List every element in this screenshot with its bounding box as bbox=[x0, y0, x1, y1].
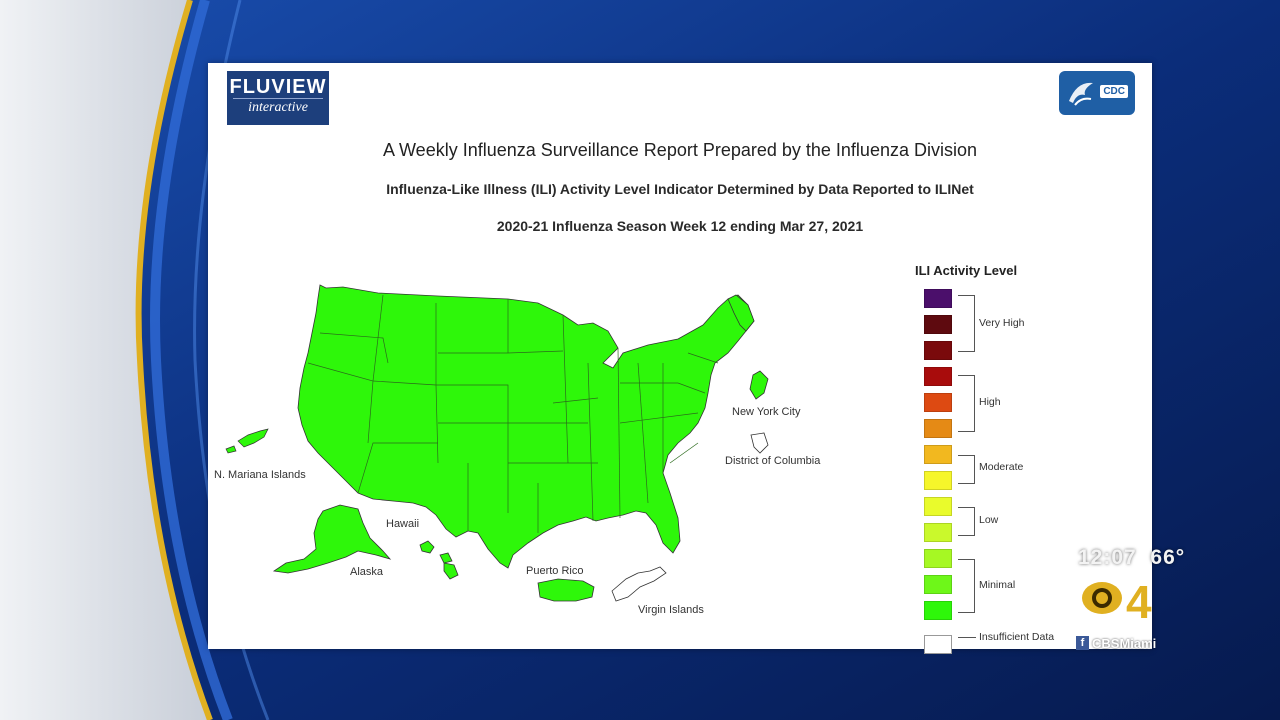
facebook-icon: f bbox=[1076, 636, 1089, 650]
mariana-islet-shape[interactable] bbox=[225, 445, 237, 454]
legend-swatch-level-6 bbox=[924, 471, 952, 490]
legend-moderate: Moderate bbox=[979, 461, 1024, 473]
cdc-logo: CDC bbox=[1059, 71, 1135, 115]
report-week: 2020-21 Influenza Season Week 12 ending … bbox=[496, 218, 864, 234]
legend-low: Low bbox=[979, 514, 999, 526]
hhs-eagle-icon bbox=[1069, 82, 1093, 106]
legend-swatch-level-3 bbox=[924, 549, 952, 568]
fluview-logo-line1: FLUVIEW bbox=[229, 76, 327, 98]
virgin-islands-shape[interactable] bbox=[611, 566, 667, 602]
dc-label: District of Columbia bbox=[725, 455, 821, 467]
station-time: 12:07 bbox=[1078, 546, 1137, 569]
legend-swatch-level-13 bbox=[924, 289, 952, 308]
legend-swatch-level-1 bbox=[924, 601, 952, 620]
channel-number: 4 bbox=[1126, 576, 1152, 628]
alaska-shape[interactable] bbox=[272, 504, 392, 574]
fluview-logo: FLUVIEW interactive bbox=[227, 71, 329, 125]
report-card: FLUVIEW interactive CDC A Weekly Influen… bbox=[208, 63, 1152, 654]
station-handle: CBSMiami bbox=[1092, 636, 1157, 651]
legend-swatch-level-11 bbox=[924, 341, 952, 360]
cdc-logo-text: CDC bbox=[1100, 85, 1128, 98]
legend-swatch-level-2 bbox=[924, 575, 952, 594]
bracket-moderate bbox=[958, 455, 975, 484]
puerto-rico-shape[interactable] bbox=[537, 578, 595, 602]
legend-swatch-level-0 bbox=[924, 635, 952, 654]
report-title: A Weekly Influenza Surveillance Report P… bbox=[383, 140, 977, 160]
cbs-eye-logo: 4 bbox=[1082, 576, 1152, 628]
bracket-very-high bbox=[958, 295, 975, 352]
bracket-low bbox=[958, 507, 975, 536]
us-mainland-shape bbox=[297, 284, 755, 569]
legend-swatch-level-10 bbox=[924, 367, 952, 386]
alaska-label: Alaska bbox=[350, 566, 384, 578]
report-subtitle: Influenza-Like Illness (ILI) Activity Le… bbox=[386, 181, 974, 197]
legend-insufficient: Insufficient Data bbox=[979, 631, 1055, 643]
mariana-shape[interactable] bbox=[237, 428, 269, 448]
legend-minimal: Minimal bbox=[979, 579, 1016, 591]
hawaii-shape[interactable] bbox=[419, 540, 459, 580]
legend-swatch-level-5 bbox=[924, 497, 952, 516]
legend-high: High bbox=[979, 396, 1001, 408]
hawaii-label: Hawaii bbox=[386, 518, 420, 530]
virgin-islands-label: Virgin Islands bbox=[638, 604, 704, 616]
contiguous-us[interactable] bbox=[297, 284, 755, 569]
station-temp: 66° bbox=[1150, 546, 1186, 569]
puerto-rico-label: Puerto Rico bbox=[526, 565, 584, 577]
mariana-label: N. Mariana Islands bbox=[214, 469, 306, 481]
dc-shape[interactable] bbox=[750, 432, 769, 454]
bracket-minimal bbox=[958, 559, 975, 613]
legend-swatch-level-8 bbox=[924, 419, 952, 438]
legend-swatch-level-7 bbox=[924, 445, 952, 464]
maine-shape[interactable] bbox=[727, 294, 755, 332]
legend-swatch-level-12 bbox=[924, 315, 952, 334]
nyc-shape[interactable] bbox=[749, 370, 769, 400]
legend-swatch-level-9 bbox=[924, 393, 952, 412]
insufficient-tick bbox=[958, 637, 976, 638]
legend-swatch-level-4 bbox=[924, 523, 952, 542]
nyc-label: New York City bbox=[732, 406, 801, 418]
fluview-logo-line2: interactive bbox=[233, 98, 323, 117]
legend-very-high: Very High bbox=[979, 317, 1025, 329]
station-time-temp: 12:07 66° bbox=[1078, 546, 1185, 570]
bracket-high bbox=[958, 375, 975, 432]
legend-title: ILI Activity Level bbox=[915, 263, 1018, 278]
ili-activity-map bbox=[225, 284, 769, 602]
